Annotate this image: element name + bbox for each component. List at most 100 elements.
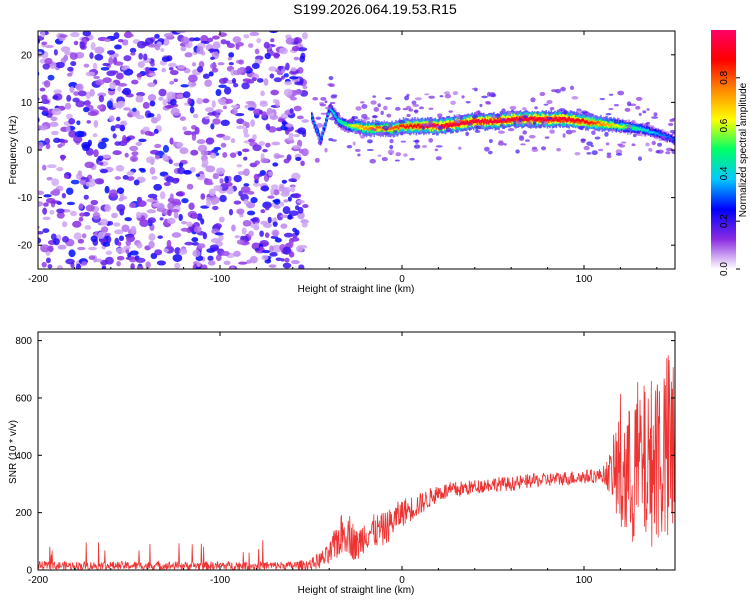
ridge-speckle	[479, 124, 485, 128]
ridge-speckle	[448, 110, 453, 113]
ridge-speckle	[400, 140, 407, 143]
noise-blob	[85, 204, 95, 212]
noise-blob	[53, 89, 62, 94]
ridge-cell	[606, 123, 609, 128]
ridge-speckle	[452, 91, 459, 96]
noise-blob	[145, 37, 154, 46]
ridge-cell	[588, 122, 591, 125]
noise-blob	[295, 245, 304, 253]
noise-blob	[70, 210, 77, 217]
noise-blob	[271, 244, 282, 253]
ridge-cell	[644, 128, 647, 133]
noise-blob	[282, 206, 291, 215]
noise-blob	[288, 240, 294, 248]
noise-blob	[195, 266, 202, 269]
noise-blob	[180, 227, 190, 232]
ridge-speckle	[370, 100, 377, 105]
noise-blob	[83, 63, 90, 68]
noise-blob	[92, 62, 98, 71]
ridge-speckle	[346, 144, 353, 149]
ridge-cell	[602, 121, 605, 129]
noise-blob	[112, 150, 122, 156]
noise-blob	[272, 162, 279, 167]
ridge-cell	[634, 126, 637, 130]
ridge-cell	[471, 119, 474, 122]
noise-blob	[188, 202, 195, 211]
ridge-speckle	[586, 151, 592, 155]
ridge-cell	[633, 125, 635, 130]
noise-blob	[192, 113, 199, 119]
noise-blob	[181, 198, 189, 204]
noise-blob	[115, 164, 125, 172]
noise-blob	[234, 235, 241, 239]
ridge-speckle	[489, 92, 496, 98]
ridge-cell	[525, 117, 527, 121]
snr-panel: -200 -100 0 100 0 200 400 600 800 Height of str…	[8, 331, 676, 596]
ridge-cell	[544, 116, 546, 122]
ridge-cell	[377, 126, 379, 129]
noise-blob	[30, 212, 37, 220]
noise-blob	[138, 52, 144, 60]
noise-blob	[130, 263, 135, 269]
noise-blob	[145, 261, 151, 269]
ridge-cell	[475, 120, 477, 123]
noise-blob	[136, 242, 143, 249]
ridge-cell	[545, 119, 548, 122]
noise-blob	[272, 99, 279, 104]
noise-blob	[192, 249, 201, 258]
noise-blob	[38, 141, 44, 149]
noise-blob	[277, 65, 284, 70]
noise-blob	[196, 97, 203, 105]
noise-blob	[56, 211, 65, 219]
ridge-cell	[400, 124, 402, 127]
ridge-speckle	[319, 103, 327, 107]
noise-blob	[68, 130, 77, 138]
noise-blob	[273, 198, 281, 205]
ridge-cell	[330, 109, 332, 111]
noise-blob	[154, 249, 163, 256]
colorbar: 0.0 0.2 0.4 0.6 0.8 Normalized spectral ampl…	[711, 30, 749, 276]
ridge-cell	[513, 118, 516, 122]
noise-blob	[56, 208, 65, 214]
noise-blob	[65, 113, 73, 120]
noise-blob	[211, 100, 216, 108]
ridge-cell	[340, 122, 342, 125]
spectrogram-ridge	[311, 75, 675, 164]
ridge-cell	[560, 117, 563, 120]
noise-blob	[38, 124, 48, 131]
ridge-cell	[397, 127, 400, 130]
ridge-cell	[407, 126, 410, 129]
ridge-cell	[633, 128, 635, 131]
noise-blob	[301, 148, 309, 157]
y-tick-label: 600	[15, 393, 32, 404]
ridge-cell	[508, 118, 511, 121]
noise-blob	[143, 53, 148, 61]
noise-blob	[101, 265, 107, 269]
ridge-cell	[656, 132, 658, 135]
noise-blob	[136, 40, 147, 49]
ridge-speckle	[361, 113, 368, 119]
ridge-cell	[605, 123, 607, 126]
noise-blob	[273, 52, 280, 59]
ridge-cell	[340, 119, 342, 123]
ridge-speckle	[486, 91, 491, 97]
noise-blob	[140, 168, 146, 173]
spectrogram-y-ticks: -20 -10 0 10 20	[18, 50, 675, 252]
noise-blob	[106, 100, 113, 109]
noise-blob	[32, 116, 38, 121]
noise-blob	[94, 46, 105, 54]
ridge-speckle	[549, 107, 555, 111]
ridge-cell	[316, 128, 318, 132]
ridge-cell	[321, 135, 323, 139]
noise-blob	[108, 115, 115, 122]
ridge-speckle	[565, 129, 573, 135]
ridge-cell	[447, 124, 449, 128]
noise-blob	[207, 112, 216, 116]
noise-blob	[42, 107, 49, 113]
ridge-cell	[602, 122, 605, 125]
ridge-speckle	[471, 87, 478, 90]
noise-blob	[40, 31, 46, 38]
noise-blob	[63, 174, 70, 179]
ridge-cell	[621, 125, 624, 128]
noise-blob	[245, 122, 250, 129]
